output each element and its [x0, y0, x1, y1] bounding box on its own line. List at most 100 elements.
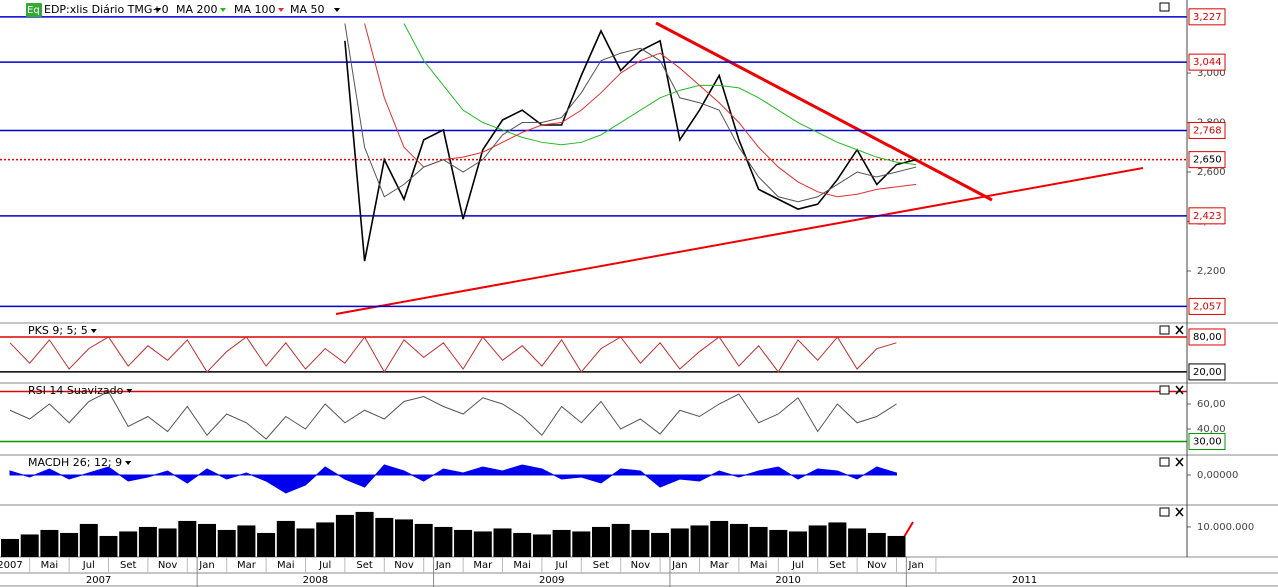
level-label: 2,650	[1193, 155, 1222, 166]
month-label: Jul	[82, 560, 95, 571]
level-box	[1188, 207, 1226, 225]
volume-bar	[532, 534, 551, 557]
series-line	[344, 23, 917, 203]
support-trendline	[335, 167, 1144, 315]
volume-bar	[710, 520, 729, 557]
resistance-trendline	[655, 21, 993, 202]
month-label: Nov	[158, 560, 178, 571]
legend-entry: MA 200	[176, 3, 218, 16]
year-label: 2008	[303, 575, 328, 586]
panel-title: EDP:xlis Diário TMG+0	[44, 3, 169, 16]
dropdown-arrow[interactable]	[126, 389, 133, 393]
series-line	[9, 336, 897, 373]
dropdown-arrow[interactable]	[90, 329, 97, 333]
level-label: 3,044	[1193, 57, 1222, 68]
volume-bar	[552, 529, 571, 557]
month-label: Set	[356, 560, 373, 571]
level-label: 30,00	[1193, 437, 1222, 448]
volume-bar	[178, 520, 197, 557]
level-box	[1188, 297, 1226, 315]
series-line	[344, 29, 917, 262]
month-label: Mai	[41, 560, 59, 571]
volume-bar	[395, 519, 413, 557]
level-box	[1188, 151, 1226, 169]
level-box	[1188, 363, 1226, 381]
volume-bar	[651, 532, 670, 557]
volume-bar	[808, 525, 827, 557]
maximize-button[interactable]	[1159, 325, 1170, 335]
month-label: Mar	[710, 560, 730, 571]
volume-bar	[217, 529, 236, 557]
volume-bar	[434, 526, 453, 557]
level-box	[1188, 433, 1226, 450]
maximize-button[interactable]	[1159, 385, 1170, 395]
maximize-button[interactable]	[1159, 457, 1170, 467]
volume-bar	[60, 532, 79, 557]
volume-bar	[611, 523, 630, 557]
volume-bar	[592, 526, 610, 557]
y-tick-label: 40,00	[1197, 424, 1226, 435]
month-label: Jan	[198, 560, 214, 571]
volume-bar	[749, 526, 768, 557]
volume-bar	[316, 522, 335, 557]
month-label: Nov	[631, 560, 651, 571]
symbol-icon	[26, 3, 42, 17]
volume-bar	[296, 528, 315, 557]
volume-bar	[473, 531, 492, 557]
volume-bar	[414, 523, 433, 557]
month-label: Jul	[791, 560, 804, 571]
volume-bar	[729, 523, 748, 557]
volume-bar	[99, 535, 118, 557]
month-label: Jan	[671, 560, 687, 571]
volume-bar	[631, 529, 650, 557]
panel-title: MACDH 26; 12; 9	[28, 456, 122, 469]
volume-bar	[237, 525, 256, 557]
volume-bar	[375, 517, 394, 557]
volume-bar	[276, 520, 295, 557]
close-button[interactable]	[1175, 457, 1184, 467]
month-label: Nov	[867, 560, 887, 571]
month-label: 2007	[0, 560, 23, 571]
dropdown-arrow[interactable]	[220, 8, 226, 12]
series-line	[403, 23, 917, 166]
dropdown-arrow[interactable]	[125, 461, 132, 465]
level-box	[1188, 53, 1226, 71]
volume-bar	[513, 532, 532, 557]
month-label: Jul	[318, 560, 331, 571]
dropdown-arrow[interactable]	[155, 8, 161, 12]
y-tick-label: 3,000	[1197, 68, 1226, 79]
level-box	[1188, 328, 1226, 346]
dropdown-arrow[interactable]	[278, 8, 284, 12]
close-button[interactable]	[1175, 325, 1184, 335]
year-label: 2011	[1012, 575, 1037, 586]
y-tick-label: 60,00	[1197, 399, 1226, 410]
month-label: Mai	[277, 560, 295, 571]
month-label: Set	[829, 560, 846, 571]
level-label: 2,423	[1193, 211, 1222, 222]
month-label: Jan	[435, 560, 451, 571]
legend-entry: MA 100	[234, 3, 276, 16]
volume-bar	[867, 532, 886, 557]
panel-title: PKS 9; 5; 5	[28, 324, 88, 337]
close-button[interactable]	[1175, 507, 1184, 517]
month-label: Jul	[555, 560, 568, 571]
maximize-button[interactable]	[1159, 2, 1170, 12]
maximize-button[interactable]	[1159, 507, 1170, 517]
volume-bar	[257, 532, 276, 557]
legend-entry: MA 50	[290, 3, 325, 16]
dropdown-arrow[interactable]	[334, 8, 340, 12]
volume-bar	[454, 529, 473, 557]
volume-bar	[138, 526, 157, 557]
y-tick-label: 2,200	[1197, 266, 1226, 277]
close-button[interactable]	[1175, 385, 1184, 395]
level-label: 80,00	[1193, 332, 1222, 343]
year-label: 2007	[86, 575, 111, 586]
y-tick-label: 0,00000	[1197, 470, 1238, 481]
symbol-icon-label: Eq	[27, 5, 40, 16]
year-label: 2009	[539, 575, 564, 586]
month-label: Set	[593, 560, 610, 571]
level-label: 2,057	[1193, 301, 1222, 312]
level-label: 20,00	[1193, 367, 1222, 378]
month-label: Mai	[513, 560, 531, 571]
